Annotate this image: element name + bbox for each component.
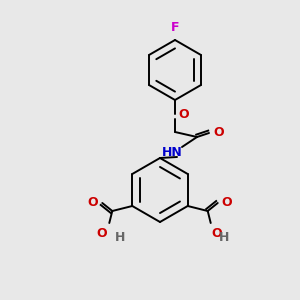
Text: O: O [88, 196, 98, 209]
Text: H: H [115, 231, 126, 244]
Text: O: O [97, 227, 107, 240]
Text: O: O [222, 196, 232, 209]
Text: O: O [212, 227, 222, 240]
Text: HN: HN [162, 146, 182, 158]
Text: O: O [178, 107, 189, 121]
Text: F: F [171, 21, 179, 34]
Text: H: H [219, 231, 229, 244]
Text: O: O [213, 127, 224, 140]
